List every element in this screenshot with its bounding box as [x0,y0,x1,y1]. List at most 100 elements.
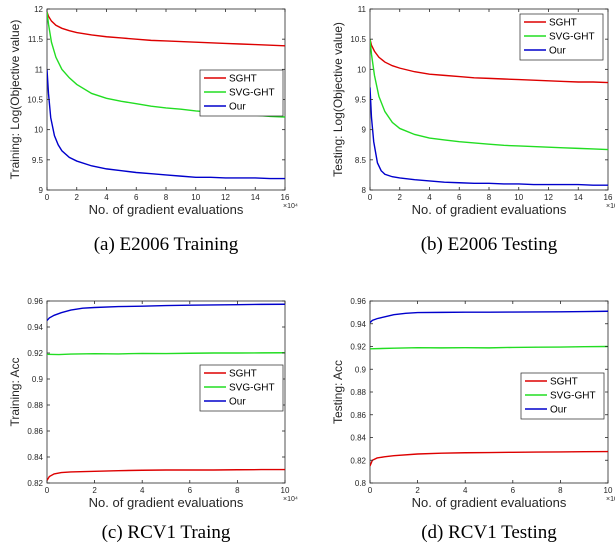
legend-label-svg-ght-c: SVG-GHT [229,383,275,394]
legend-label-sght-b: SGHT [549,18,577,29]
y-tick-label-d: 0.9 [355,365,367,374]
chart-a: 0 2 4 6 8 10 12 14 16 9 9.5 10 10.5 11 11.5 12 ×10⁴ No. o… [8,5,298,255]
y-axis-label-a: Training: Log(Objective value) [8,20,22,180]
y-tick-label-a: 10 [34,126,43,135]
x-tick-label-a: 14 [251,193,260,202]
y-tick-label-b: 11 [358,5,367,14]
x-tick-label-a: 0 [45,193,50,202]
x-tick-label-a: 4 [104,193,109,202]
legend-label-sght-a: SGHT [229,74,257,85]
x-tick-label-b: 10 [514,193,523,202]
x-axis-label-d: No. of gradient evaluations [412,495,567,510]
series-line-svg-ght-d [370,345,608,350]
y-tick-label-d: 0.96 [350,297,366,306]
legend-label-svg-ght-b: SVG-GHT [549,32,595,43]
x-tick-label-d: 4 [463,486,468,495]
y-tick-label-c: 0.9 [32,375,44,384]
y-tick-label-a: 10.5 [27,96,43,105]
legend-d: SGHT SVG-GHT Our [520,372,605,420]
series-line-sght-d [370,450,608,467]
y-axis-label-c: Training: Acc [8,358,22,427]
series-line-our-d [370,310,608,324]
series-line-our-b [370,87,608,186]
x-tick-label-b: 4 [427,193,432,202]
y-tick-label-a: 11.5 [28,35,44,44]
series-line-sght-b [370,39,608,84]
y-tick-label-b: 8 [362,186,367,195]
x-tick-label-b: 14 [574,193,583,202]
x-tick-label-c: 10 [281,486,290,495]
y-tick-label-a: 12 [34,5,43,14]
legend-label-our-b: Our [549,46,566,57]
y-tick-label-c: 0.82 [27,479,43,488]
x-axis-label-a: No. of gradient evaluations [89,202,244,217]
y-tick-label-b: 10.5 [350,35,366,44]
legend-label-our-d: Our [550,405,567,416]
x-tick-label-a: 10 [191,193,200,202]
x-tick-label-b: 8 [487,193,492,202]
series-line-svg-ght-b [370,39,608,151]
x-axis-label-c: No. of gradient evaluations [89,495,244,510]
caption-c: (c) RCV1 Traing [102,522,231,543]
x-tick-label-d: 0 [368,486,373,495]
x-tick-label-b: 0 [368,193,373,202]
x-tick-label-d: 8 [558,486,563,495]
series-group-b [370,39,608,186]
x-tick-label-d: 2 [415,486,420,495]
series-line-svg-ght-c [47,352,285,356]
y-tick-label-d: 0.8 [355,479,367,488]
y-tick-label-a: 9.5 [32,156,44,165]
series-line-sght-c [47,468,285,481]
y-tick-label-d: 0.92 [350,343,366,352]
y-tick-label-c: 0.84 [27,453,43,462]
x-tick-label-b: 16 [604,193,613,202]
x-exponent-label-a: ×10⁴ [283,203,298,210]
y-tick-label-c: 0.86 [27,427,43,436]
x-tick-label-a: 2 [75,193,80,202]
caption-a: (a) E2006 Training [94,234,239,255]
caption-b: (b) E2006 Testing [421,234,558,255]
x-tick-label-d: 6 [511,486,516,495]
chart-b: 0 2 4 6 8 10 12 14 16 8 8.5 9 9.5 10 10.5 11 ×10⁴ No. of … [331,5,615,255]
series-line-our-a [47,69,285,180]
y-tick-label-a: 11 [35,65,44,74]
x-axis-label-b: No. of gradient evaluations [412,202,567,217]
x-exponent-label-c: ×10⁴ [283,496,298,503]
legend-a: SGHT SVG-GHT Our [199,69,284,117]
x-tick-label-a: 12 [221,193,230,202]
legend-label-svg-ght-d: SVG-GHT [550,391,596,402]
series-line-sght-a [47,11,285,47]
series-line-our-c [47,303,285,321]
x-tick-label-a: 6 [134,193,139,202]
y-tick-label-d: 0.82 [350,456,366,465]
x-tick-label-c: 6 [188,486,193,495]
legend-label-sght-d: SGHT [550,377,578,388]
legend-label-svg-ght-a: SVG-GHT [229,88,275,99]
y-tick-label-c: 0.92 [27,349,43,358]
y-tick-label-d: 0.88 [350,388,366,397]
x-tick-label-a: 8 [164,193,169,202]
y-tick-label-b: 8.5 [355,156,367,165]
x-tick-label-a: 16 [281,193,290,202]
x-exponent-label-d: ×10⁴ [606,496,615,503]
y-axis-label-d: Testing: Acc [331,360,345,424]
legend-c: SGHT SVG-GHT Our [199,364,284,412]
x-tick-label-c: 2 [92,486,97,495]
y-tick-label-a: 9 [39,186,44,195]
series-group-d [370,310,608,467]
x-exponent-label-b: ×10⁴ [606,203,615,210]
y-tick-label-d: 0.94 [350,320,366,329]
y-axis-label-b: Testing: Log(Objective value) [331,22,345,177]
y-tick-label-b: 10 [357,65,366,74]
x-tick-label-b: 12 [544,193,553,202]
legend-label-sght-c: SGHT [229,369,257,380]
x-tick-label-c: 8 [235,486,240,495]
y-tick-label-c: 0.88 [27,401,43,410]
x-tick-label-d: 10 [604,486,613,495]
x-tick-label-b: 6 [457,193,462,202]
y-tick-label-c: 0.96 [27,297,43,306]
caption-d: (d) RCV1 Testing [421,522,557,543]
y-tick-label-b: 9.5 [355,96,367,105]
y-tick-label-b: 9 [362,126,367,135]
